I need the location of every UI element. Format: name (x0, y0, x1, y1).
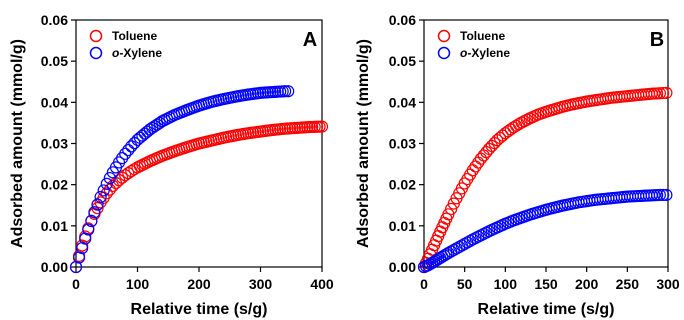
y-tick-label: 0.02 (389, 177, 416, 193)
data-point (88, 206, 101, 219)
data-point (119, 169, 132, 182)
y-tick-label: 0.00 (389, 259, 416, 275)
data-point (116, 171, 129, 184)
x-axis-title: Relative time (s/g) (131, 301, 268, 318)
x-axis-title: Relative time (s/g) (478, 301, 615, 318)
y-tick-label: 0.04 (389, 94, 416, 110)
legend-marker (437, 29, 451, 43)
y-tick-label: 0.06 (389, 12, 416, 28)
series-o-xylene (417, 188, 673, 274)
x-tick-label: 100 (126, 276, 150, 292)
y-tick-label: 0.03 (41, 136, 68, 152)
data-point (94, 190, 107, 204)
panel-label: B (650, 29, 664, 51)
y-axis-title: Adsorbed amount (mmol/g) (9, 39, 26, 248)
y-axis-title: Adsorbed amount (mmol/g) (355, 39, 372, 248)
y-tick-label: 0.04 (41, 94, 68, 110)
y-tick-label: 0.01 (41, 218, 68, 234)
legend-label: Toluene (112, 29, 157, 43)
data-point (91, 198, 104, 211)
x-tick-label: 300 (656, 276, 680, 292)
y-tick-label: 0.00 (41, 259, 68, 275)
x-tick-label: 0 (420, 276, 428, 292)
x-tick-label: 300 (249, 276, 273, 292)
data-point (122, 143, 135, 157)
data-point (100, 177, 113, 190)
legend-label: o-Xylene (112, 46, 162, 60)
data-point (653, 87, 666, 100)
data-point (657, 86, 670, 100)
x-tick-label: 50 (457, 276, 473, 292)
legend-label: o-Xylene (460, 46, 510, 60)
data-point (279, 85, 292, 98)
x-tick-label: 100 (494, 276, 518, 292)
x-tick-label: 0 (72, 276, 80, 292)
data-point (119, 147, 132, 160)
data-point (657, 188, 670, 202)
data-point (660, 86, 673, 99)
legend-marker (89, 29, 103, 43)
data-point (79, 232, 92, 245)
panel-b: 0.00 0.01 0.02 0.03 0.04 0.05 0.06 0 50 100 150 200… (355, 12, 680, 318)
y-tick-label: 0.03 (389, 136, 416, 152)
series-o-xylene (69, 85, 295, 274)
data-point (122, 167, 135, 180)
legend-label: Toluene (460, 29, 505, 43)
data-point (91, 202, 104, 215)
data-point (660, 188, 673, 202)
panel-label: A (303, 29, 317, 51)
panel-a: 0.00 0.01 0.02 0.03 0.04 0.05 0.06 0 100 200 300 40… (9, 12, 334, 318)
y-tick-label: 0.05 (389, 53, 416, 69)
x-tick-label: 200 (575, 276, 599, 292)
legend-marker (437, 46, 451, 60)
data-point (653, 188, 666, 202)
data-point (472, 156, 485, 169)
x-tick-label: 150 (534, 276, 558, 292)
x-tick-label: 400 (310, 276, 334, 292)
data-point (82, 223, 95, 236)
series-toluene (69, 120, 329, 274)
data-point (315, 120, 329, 133)
data-point (97, 184, 110, 197)
x-tick-label: 200 (187, 276, 211, 292)
y-tick-label: 0.06 (41, 12, 68, 28)
data-point (125, 140, 138, 153)
data-point (100, 187, 113, 200)
y-tick-label: 0.02 (41, 177, 68, 193)
series-toluene (417, 86, 673, 274)
x-tick-label: 250 (616, 276, 640, 292)
y-tick-label: 0.01 (389, 218, 416, 234)
data-point (85, 214, 98, 227)
data-point (103, 171, 116, 185)
legend-marker (89, 46, 103, 60)
data-point (469, 160, 482, 173)
y-tick-label: 0.05 (41, 53, 68, 69)
data-point (282, 85, 295, 98)
